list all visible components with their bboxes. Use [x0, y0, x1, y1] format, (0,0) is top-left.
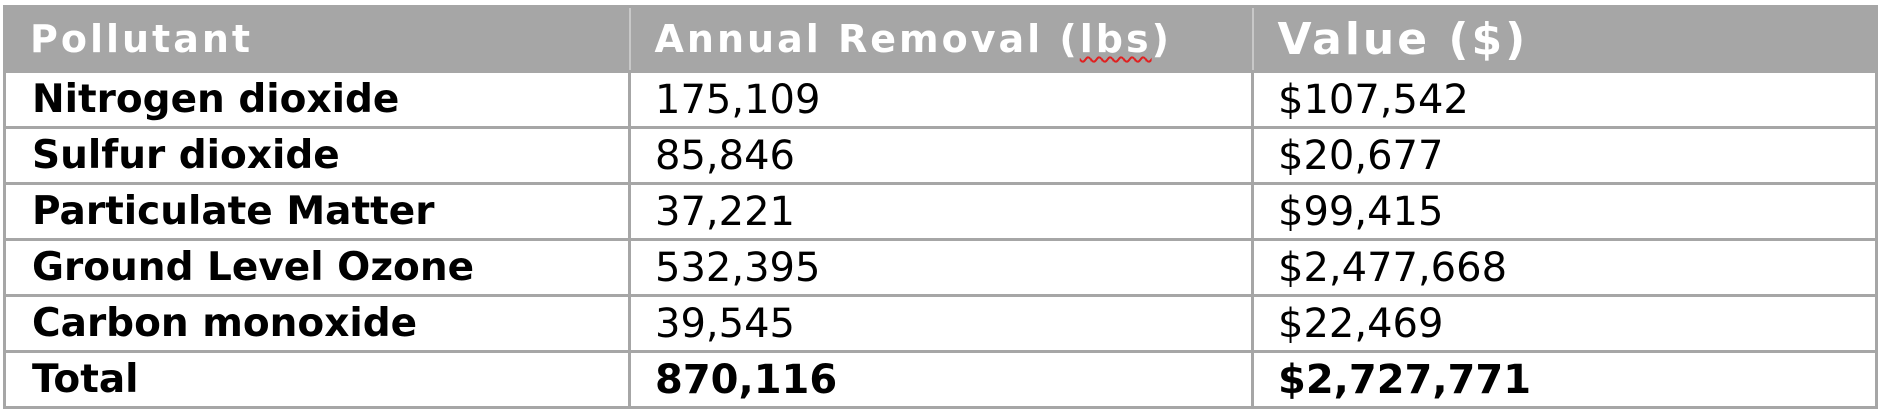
table-row: Ground Level Ozone 532,395 $2,477,668 — [4, 239, 1877, 296]
value-cell: $2,477,668 — [1278, 244, 1508, 291]
table-row: Particulate Matter 37,221 $99,415 — [4, 183, 1877, 240]
value-cell: $99,415 — [1278, 188, 1444, 235]
header-annual-removal: Annual Removal (lbs) — [629, 6, 1254, 72]
pollutant-table-container: Pollutant Annual Removal (lbs) Value ($)… — [3, 5, 1878, 413]
pollutant-removal-table: Pollutant Annual Removal (lbs) Value ($)… — [3, 5, 1878, 409]
total-label: Total — [4, 351, 631, 408]
value-cell: $107,542 — [1278, 76, 1469, 123]
removal-cell: 37,221 — [629, 183, 1254, 240]
pollutant-cell: Carbon monoxide — [4, 295, 631, 352]
table-row: Carbon monoxide 39,545 $22,469 — [4, 295, 1877, 352]
header-value: Value ($) — [1277, 13, 1529, 65]
removal-cell: 532,395 — [629, 239, 1254, 296]
header-removal-prefix: Annual Removal ( — [654, 17, 1080, 61]
pollutant-cell: Ground Level Ozone — [4, 239, 631, 296]
total-row: Total 870,116 $2,727,771 — [4, 351, 1877, 408]
table-row: Nitrogen dioxide 175,109 $107,542 — [4, 71, 1877, 128]
value-cell: $20,677 — [1278, 132, 1444, 179]
pollutant-cell: Particulate Matter — [4, 183, 631, 240]
header-removal-suffix: ) — [1151, 17, 1172, 61]
removal-cell: 85,846 — [629, 127, 1254, 184]
header-pollutant: Pollutant — [4, 6, 631, 72]
table-header-row: Pollutant Annual Removal (lbs) Value ($) — [4, 6, 1877, 72]
removal-cell: 175,109 — [629, 71, 1254, 128]
pollutant-cell: Nitrogen dioxide — [4, 71, 631, 128]
total-removal: 870,116 — [629, 351, 1254, 408]
table-row: Sulfur dioxide 85,846 $20,677 — [4, 127, 1877, 184]
value-cell: $22,469 — [1278, 300, 1444, 347]
pollutant-cell: Sulfur dioxide — [4, 127, 631, 184]
removal-cell: 39,545 — [629, 295, 1254, 352]
header-removal-unit: lbs — [1079, 17, 1152, 61]
total-value: $2,727,771 — [1278, 356, 1532, 403]
